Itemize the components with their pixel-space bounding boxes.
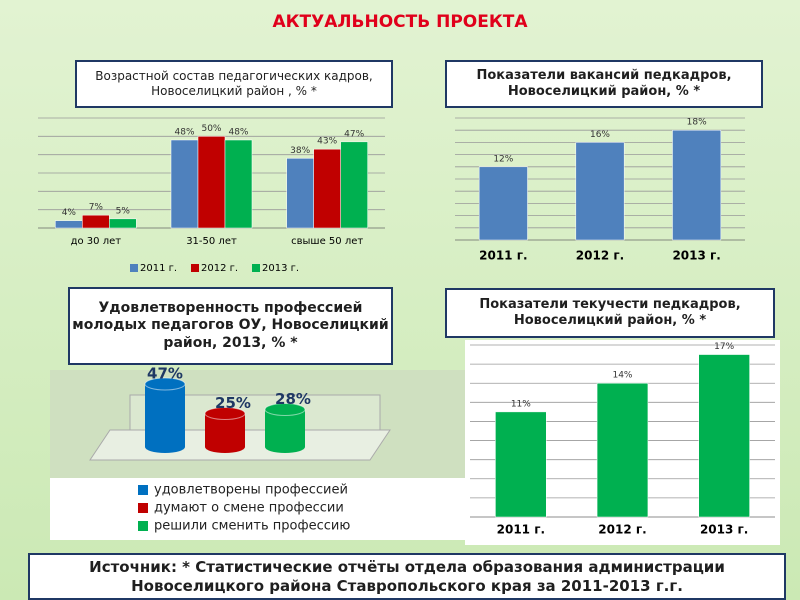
x-tick-label: 2012 г. <box>598 523 646 537</box>
bar <box>204 407 246 453</box>
x-tick-label: 2013 г. <box>700 523 748 537</box>
value-label: 47% <box>147 365 183 383</box>
x-tick-label: 2012 г. <box>576 249 624 263</box>
value-label: 7% <box>89 203 104 213</box>
value-label: 25% <box>215 394 251 412</box>
x-tick-label: до 30 лет <box>71 236 122 247</box>
legend-label: решили сменить профессию <box>154 519 350 534</box>
bar <box>340 141 368 229</box>
bar <box>55 220 83 229</box>
bar <box>575 142 625 241</box>
legend-label: 2013 г. <box>262 263 299 274</box>
bar <box>170 139 199 229</box>
bar <box>224 139 253 229</box>
value-label: 38% <box>290 146 310 156</box>
value-label: 48% <box>228 128 248 138</box>
bar <box>672 129 722 241</box>
value-label: 17% <box>714 342 734 352</box>
legend-label: удовлетворены профессией <box>154 483 348 498</box>
bar <box>197 136 226 229</box>
value-label: 12% <box>493 154 513 164</box>
bar-top <box>144 377 186 391</box>
value-label: 14% <box>612 371 632 381</box>
x-tick-label: 31-50 лет <box>186 236 237 247</box>
bar <box>478 166 528 241</box>
x-tick-label: 2011 г. <box>479 249 527 263</box>
source-note: Источник: * Статистические отчёты отдела… <box>28 553 786 600</box>
slide-title: АКТУАЛЬНОСТЬ ПРОЕКТА <box>272 12 528 32</box>
bar <box>264 402 306 453</box>
bar <box>495 411 547 518</box>
chart-title: Показатели вакансий педкадров, Новоселиц… <box>445 60 763 108</box>
chart-title: Показатели текучести педкадров, Новосели… <box>445 288 775 338</box>
legend-label: 2012 г. <box>201 263 238 274</box>
value-label: 47% <box>344 129 364 139</box>
value-label: 43% <box>317 137 337 147</box>
bar <box>109 218 137 229</box>
value-label: 50% <box>201 124 221 134</box>
bar <box>698 354 750 518</box>
bar <box>596 382 649 518</box>
bar-body <box>145 384 185 447</box>
legend-swatch <box>138 521 148 531</box>
legend-label: 2011 г. <box>140 263 177 274</box>
value-label: 4% <box>62 208 77 218</box>
legend-swatch <box>138 485 148 495</box>
bar-top <box>264 402 306 416</box>
x-tick-label: свыше 50 лет <box>291 236 363 247</box>
bar <box>144 377 186 453</box>
chart-title: Удовлетворенность профессией молодых пед… <box>68 287 393 365</box>
bar <box>313 148 341 229</box>
legend-background <box>50 478 465 540</box>
value-label: 11% <box>511 399 531 409</box>
value-label: 5% <box>116 206 131 216</box>
bar <box>286 158 314 229</box>
legend-swatch <box>252 264 260 272</box>
bar-top <box>204 407 246 420</box>
x-tick-label: 2013 г. <box>672 249 720 263</box>
value-label: 28% <box>275 390 311 408</box>
x-tick-label: 2011 г. <box>497 523 545 537</box>
chart-title: Возрастной состав педагогических кадров,… <box>75 60 393 108</box>
legend-swatch <box>138 503 148 513</box>
legend-swatch <box>191 264 199 272</box>
legend-label: думают о смене профессии <box>154 501 344 516</box>
value-label: 16% <box>590 130 610 140</box>
value-label: 48% <box>175 128 195 138</box>
legend-swatch <box>130 264 138 272</box>
value-label: 18% <box>687 118 707 128</box>
bar <box>82 214 110 229</box>
